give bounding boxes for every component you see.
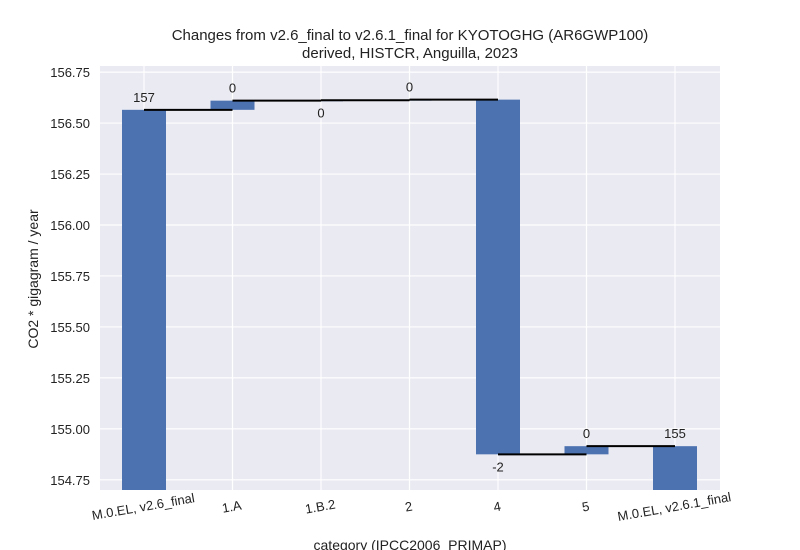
y-tick-label: 155.25 bbox=[50, 371, 90, 386]
data-labels: 157 0 0 0 -2 0 155 bbox=[133, 80, 686, 475]
x-tick-label: 4 bbox=[492, 499, 502, 515]
y-tick-label: 155.50 bbox=[50, 320, 90, 335]
x-ticks: M.0.EL, v2.6_final 1.A 1.B.2 2 4 5 M.0.EL, v2.… bbox=[91, 489, 733, 524]
bar bbox=[210, 100, 255, 110]
bar bbox=[564, 446, 609, 455]
chart-title: Changes from v2.6_final to v2.6.1_final … bbox=[172, 27, 649, 44]
x-tick-label: M.0.EL, v2.6.1_final bbox=[616, 489, 732, 524]
data-label: 0 bbox=[583, 426, 590, 441]
x-tick-label: 1.A bbox=[221, 497, 243, 515]
data-label: 0 bbox=[317, 106, 324, 121]
y-tick-label: 155.00 bbox=[50, 422, 90, 437]
y-tick-label: 156.50 bbox=[50, 116, 90, 131]
y-ticks: 156.75 156.50 156.25 156.00 155.75 155.50 155.… bbox=[50, 65, 90, 488]
y-tick-label: 156.25 bbox=[50, 167, 90, 182]
connector-lines bbox=[144, 98, 675, 456]
y-tick-label: 156.75 bbox=[50, 65, 90, 80]
data-label: 0 bbox=[406, 80, 413, 95]
bar bbox=[122, 109, 166, 491]
y-tick-label: 155.75 bbox=[50, 269, 90, 284]
y-axis-label: CO2 * gigagram / year bbox=[25, 209, 41, 349]
bar bbox=[476, 99, 520, 455]
data-label: 155 bbox=[664, 426, 686, 441]
x-tick-label: 2 bbox=[404, 499, 414, 515]
chart-subtitle: derived, HISTCR, Anguilla, 2023 bbox=[302, 45, 518, 62]
data-label: 157 bbox=[133, 90, 155, 105]
x-tick-label: 1.B.2 bbox=[304, 497, 337, 517]
x-tick-label: M.0.EL, v2.6_final bbox=[91, 490, 196, 523]
data-label: 0 bbox=[229, 81, 236, 96]
x-axis-label: category (IPCC2006_PRIMAP) bbox=[314, 537, 507, 550]
y-tick-label: 156.00 bbox=[50, 218, 90, 233]
y-tick-label: 154.75 bbox=[50, 473, 90, 488]
bar bbox=[653, 446, 697, 490]
data-label: -2 bbox=[492, 459, 504, 474]
x-tick-label: 5 bbox=[581, 499, 591, 515]
